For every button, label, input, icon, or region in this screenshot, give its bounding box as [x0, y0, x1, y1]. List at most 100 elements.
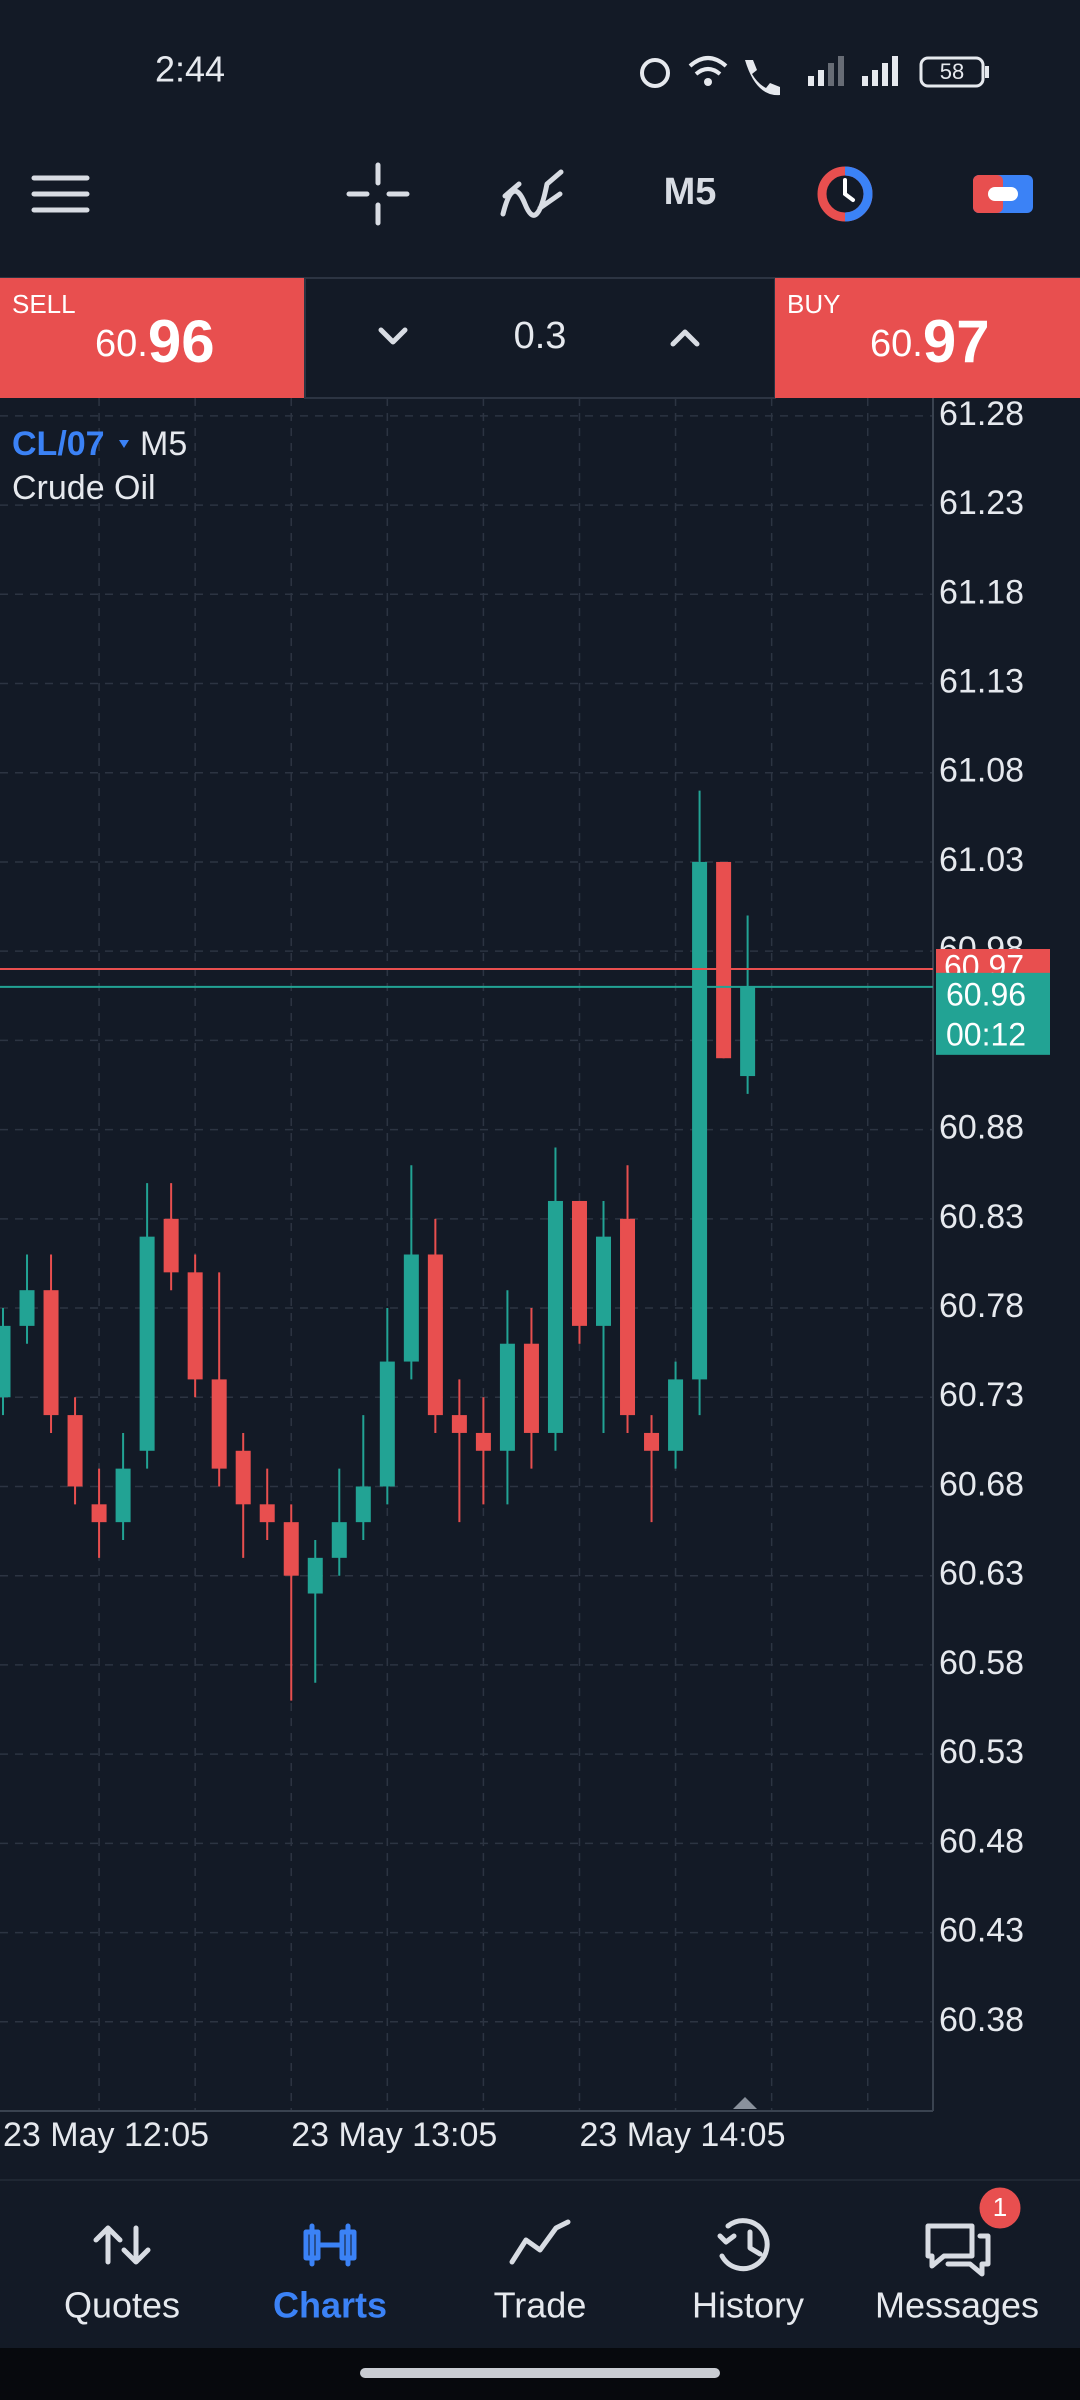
sell-price: 60.96 [95, 308, 215, 375]
y-tick-label: 60.88 [939, 1109, 1024, 1147]
lot-increase[interactable] [670, 329, 700, 347]
y-tick-label: 60.43 [939, 1912, 1024, 1950]
sell-label: SELL [12, 289, 76, 319]
nav-badge [976, 2184, 1024, 2232]
candle-body [644, 1432, 660, 1451]
y-tick-label: 61.28 [939, 395, 1024, 433]
lot-size[interactable]: 0.3 [514, 315, 567, 357]
buy-button[interactable] [775, 278, 1080, 398]
candle-body [307, 1557, 323, 1594]
candle-body [451, 1415, 467, 1433]
candle-body [331, 1522, 347, 1558]
countdown: 00:12 [946, 1016, 1026, 1052]
timeframe-button[interactable]: M5 [664, 171, 717, 213]
candle-body [211, 1379, 227, 1469]
x-tick-label: 23 May 13:05 [291, 2116, 497, 2154]
y-tick-label: 60.68 [939, 1465, 1024, 1503]
candle-body [67, 1415, 83, 1487]
candle-body [163, 1218, 179, 1273]
nav-item[interactable]: Quotes [64, 2225, 180, 2326]
one-click-button[interactable] [817, 166, 873, 222]
menu-button[interactable] [31, 175, 90, 213]
candle-body [475, 1432, 491, 1451]
candle-body [235, 1450, 251, 1505]
nav-item[interactable]: Charts [273, 2223, 387, 2326]
y-tick-label: 60.38 [939, 2001, 1024, 2039]
y-tick-label: 61.03 [939, 841, 1024, 879]
x-tick-label: 23 May 12:05 [3, 2116, 209, 2154]
bid-label: 60.96 [946, 976, 1026, 1012]
candle-body [139, 1236, 155, 1451]
nav-icon [509, 2219, 571, 2265]
y-tick-label: 60.58 [939, 1644, 1024, 1682]
status-icons [640, 56, 989, 96]
account-button[interactable] [973, 175, 1033, 213]
y-tick-label: 61.18 [939, 573, 1024, 611]
candle-body [547, 1200, 563, 1433]
bid-label-box [936, 972, 1050, 1055]
y-tick-label: 61.08 [939, 752, 1024, 790]
instrument-name: Crude Oil [12, 469, 156, 507]
nav-badge-count: 1 [993, 2192, 1007, 2222]
nav-item[interactable]: Messages 1 [875, 2184, 1039, 2326]
lot-decrease[interactable] [378, 327, 408, 345]
nav-icon [303, 2223, 357, 2267]
y-tick-label: 60.73 [939, 1376, 1024, 1414]
candle-body [379, 1361, 395, 1487]
candle-body [596, 1236, 611, 1326]
symbol-dropdown[interactable] [119, 440, 129, 448]
candle-body [499, 1343, 515, 1451]
y-tick-label: 60.53 [939, 1733, 1024, 1771]
candle-body [716, 861, 732, 1059]
candle-body [571, 1200, 587, 1326]
candle-body [403, 1254, 419, 1362]
nav-icon [717, 2218, 770, 2272]
y-tick-label: 61.13 [939, 662, 1024, 700]
candle-body [668, 1379, 684, 1451]
chart: 61.2861.2361.1861.1361.0861.0360.9860.93… [0, 395, 1050, 2154]
nav-item[interactable]: History [692, 2218, 804, 2326]
y-tick-label: 60.78 [939, 1287, 1024, 1325]
buy-label: BUY [787, 289, 840, 319]
candle-body [19, 1290, 35, 1326]
x-tick-label: 23 May 14:05 [579, 2116, 785, 2154]
nav-label: History [692, 2285, 804, 2326]
nav-label: Messages [875, 2285, 1039, 2326]
bottom-nav: Quotes Charts Trade History Messages 1 [0, 2179, 1080, 2326]
buy-price: 60.97 [870, 308, 990, 375]
candle-body [187, 1272, 203, 1380]
nav-item[interactable]: Trade [494, 2219, 587, 2326]
candle-body [523, 1343, 539, 1433]
indicators-button[interactable] [500, 169, 564, 218]
y-tick-label: 60.63 [939, 1555, 1024, 1593]
candle-body [620, 1218, 636, 1416]
symbol[interactable]: CL/07 [12, 425, 105, 463]
candle-body [115, 1468, 131, 1523]
candle-body [91, 1504, 107, 1523]
candle-body [0, 1325, 11, 1398]
candle-body [259, 1504, 275, 1523]
status-time: 2:44 [155, 49, 225, 90]
candle-body [427, 1254, 443, 1416]
y-tick-label: 61.23 [939, 484, 1024, 522]
nav-icon [925, 2223, 991, 2277]
nav-label: Trade [494, 2285, 587, 2326]
lot-panel [304, 277, 776, 399]
crosshair-button[interactable] [346, 162, 410, 226]
chart-timeframe: M5 [140, 425, 187, 463]
candle-body [740, 986, 756, 1077]
y-tick-label: 60.48 [939, 1822, 1024, 1860]
battery-level: 58 [940, 59, 964, 84]
sell-button[interactable] [0, 278, 305, 398]
scroll-marker [733, 2097, 757, 2109]
nav-label: Charts [273, 2285, 387, 2326]
candle-body [43, 1290, 59, 1416]
home-indicator [360, 2368, 720, 2378]
nav-label: Quotes [64, 2285, 180, 2326]
nav-icon [93, 2225, 151, 2265]
candle-body [355, 1486, 371, 1523]
y-tick-label: 60.83 [939, 1198, 1024, 1236]
